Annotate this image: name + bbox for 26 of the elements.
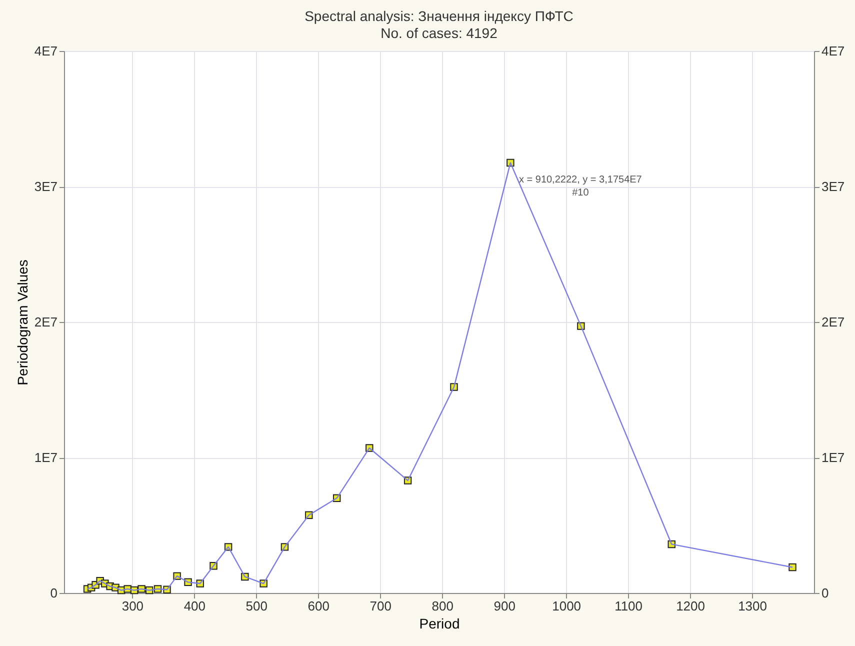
x-tick-label: 400 <box>184 598 206 614</box>
x-tick-label: 500 <box>246 598 268 614</box>
chart-subtitle: No. of cases: 4192 <box>380 25 498 41</box>
y-tick-label: 2E7 <box>34 314 58 330</box>
x-tick-label: 1000 <box>552 598 582 614</box>
y2-tick-label: 3E7 <box>822 179 845 194</box>
x-tick-label: 1300 <box>738 598 767 614</box>
y-tick-label: 1E7 <box>34 450 58 465</box>
annotation: x = 910,2222, y = 3,1754E7 #10 <box>518 174 642 199</box>
x-tick-label: 900 <box>494 598 516 614</box>
y-tick-label: 3E7 <box>34 179 58 194</box>
x-tick-label: 1200 <box>676 598 705 614</box>
y2-tick-label: 4E7 <box>822 44 845 58</box>
x-tick-label: 300 <box>122 598 144 614</box>
y-tick-label: 0 <box>50 586 58 600</box>
y-axis-title: Periodogram Values <box>14 260 30 386</box>
x-tick-label: 1100 <box>614 598 643 614</box>
chart-title: Spectral analysis: Значення індексу ПФТС <box>304 8 574 24</box>
x-tick-label: 700 <box>370 598 392 614</box>
y2-tick-label: 0 <box>822 586 829 600</box>
x-tick-label: 600 <box>308 598 330 614</box>
x-tick-label: 800 <box>432 598 454 614</box>
y2-tick-label: 2E7 <box>822 314 845 330</box>
y-tick-label: 4E7 <box>34 44 58 58</box>
x-axis-title: Period <box>419 616 460 632</box>
y2-tick-label: 1E7 <box>822 450 845 465</box>
